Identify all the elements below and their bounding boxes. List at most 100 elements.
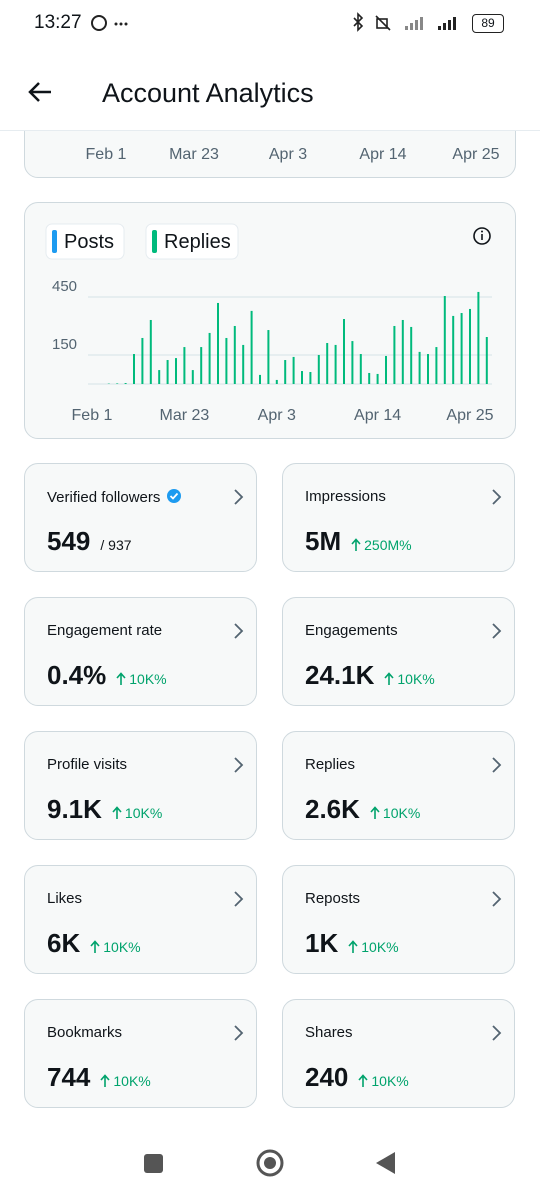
bar: [225, 337, 228, 384]
metric-change-value: 10K%: [382, 805, 421, 821]
bar: [233, 325, 236, 384]
bar: [410, 326, 413, 384]
chevron: [234, 891, 244, 907]
metric-card[interactable]: Likes 6K 10K%: [24, 865, 257, 974]
metric-value: 6K 10K%: [47, 928, 141, 959]
bar: [401, 319, 404, 384]
bar: [217, 302, 219, 384]
metric-card[interactable]: Bookmarks 744 10K%: [24, 999, 257, 1108]
bar: [158, 370, 161, 384]
bar: [259, 374, 261, 384]
metric-label: Likes: [47, 890, 83, 907]
chevron: [492, 757, 502, 773]
back-button[interactable]: [26, 80, 54, 104]
metric-change-value: 10K%: [124, 805, 163, 821]
bar: [267, 330, 270, 384]
up-arrow: [112, 806, 122, 819]
metric-change: 10K%: [90, 939, 141, 955]
legend-label: Replies: [164, 231, 231, 253]
nav-home[interactable]: [256, 1149, 284, 1177]
up-arrow: [348, 940, 358, 953]
metric-change: 10K%: [384, 671, 435, 687]
header: Account Analytics: [0, 40, 540, 131]
metric-card[interactable]: Engagements 24.1K 10K%: [282, 597, 515, 706]
chevron: [492, 1025, 502, 1041]
metric-change: 10K%: [116, 671, 167, 687]
status-icons-left: [91, 15, 128, 31]
bar: [166, 360, 169, 384]
metric-label: Verified followers: [47, 488, 182, 506]
x-tick-label: Apr 14: [354, 407, 401, 424]
x-tick-label: Apr 25: [446, 407, 493, 424]
chevron: [234, 623, 244, 639]
metric-value: 744 10K%: [47, 1062, 151, 1093]
bar: [133, 354, 135, 384]
nav-back[interactable]: [376, 1152, 395, 1174]
bar: [141, 337, 144, 384]
metric-label: Profile visits: [47, 756, 128, 773]
metric-value: 24.1K 10K%: [305, 660, 435, 691]
verified-badge: [167, 489, 182, 503]
bar: [477, 291, 480, 384]
metric-number: 24.1K: [305, 660, 375, 690]
chevron: [492, 623, 502, 639]
metric-card[interactable]: Shares 240 10K%: [282, 999, 515, 1108]
metric-change: 10K%: [100, 1073, 151, 1089]
metric-label: Replies: [305, 756, 356, 773]
x-tick-label: Mar 23: [169, 146, 219, 163]
nav-bar: [144, 1149, 395, 1177]
bar: [376, 373, 379, 384]
up-arrow: [90, 940, 100, 953]
metric-change-value: 10K%: [397, 671, 435, 687]
metric-card[interactable]: Engagement rate 0.4% 10K%: [24, 597, 257, 706]
metric-change: 10K%: [112, 805, 162, 821]
chart: Posts Replies 150 450 Feb 1 Mar 23 Apr 3 Apr 14…: [45, 223, 494, 424]
bar: [183, 347, 186, 384]
metric-change-value: 10K%: [361, 939, 399, 955]
legend-item: [45, 223, 125, 260]
metric-label: Bookmarks: [47, 1024, 123, 1041]
metric-card[interactable]: Reposts 1K 10K%: [282, 865, 515, 974]
y-tick-label: 150: [52, 336, 77, 353]
metric-label: Shares: [305, 1024, 353, 1041]
metric-card[interactable]: Impressions 5M 250M%: [282, 463, 515, 572]
metric-number: 9.1K: [47, 794, 102, 824]
metric-number: 2.6K: [305, 794, 360, 824]
metric-number: 6K: [47, 928, 81, 958]
bar: [351, 341, 354, 384]
bar: [469, 308, 471, 384]
nav-recent[interactable]: [144, 1154, 163, 1173]
up-arrow: [100, 1074, 110, 1087]
metric-value: 2.6K 10K%: [305, 794, 420, 825]
bar: [116, 383, 119, 384]
bar: [124, 383, 127, 384]
metric-value: 5M 250M%: [305, 526, 412, 557]
metric-change: 10K%: [370, 805, 420, 821]
metric-change: 250M%: [351, 537, 412, 553]
status-time: 13:27: [34, 12, 82, 33]
bar: [275, 379, 278, 384]
metric-change: 10K%: [358, 1073, 409, 1089]
bar: [309, 372, 312, 384]
bar: [460, 313, 463, 384]
x-tick-label: Apr 3: [258, 407, 296, 424]
metric-change-value: 10K%: [103, 939, 141, 955]
bar: [385, 355, 387, 384]
bar: [452, 315, 455, 384]
metric-card[interactable]: Profile visits 9.1K 10K%: [24, 731, 257, 840]
bar: [250, 310, 253, 384]
up-arrow: [384, 672, 394, 685]
metric-label: Engagements: [305, 622, 398, 639]
up-arrow: [358, 1074, 368, 1087]
x-tick-label: Apr 3: [269, 146, 307, 163]
metric-card[interactable]: Verified followers 549 / 937: [24, 463, 257, 572]
header-title: Account Analytics: [102, 78, 314, 108]
metric-number: 0.4%: [47, 660, 107, 690]
chevron: [234, 757, 244, 773]
x-tick-label: Feb 1: [72, 407, 113, 424]
metric-card[interactable]: Replies 2.6K 10K%: [282, 731, 515, 840]
metric-number: 1K: [305, 928, 339, 958]
metric-value: 549 / 937: [47, 526, 132, 557]
chevron: [492, 489, 502, 505]
battery: 89: [472, 14, 504, 33]
